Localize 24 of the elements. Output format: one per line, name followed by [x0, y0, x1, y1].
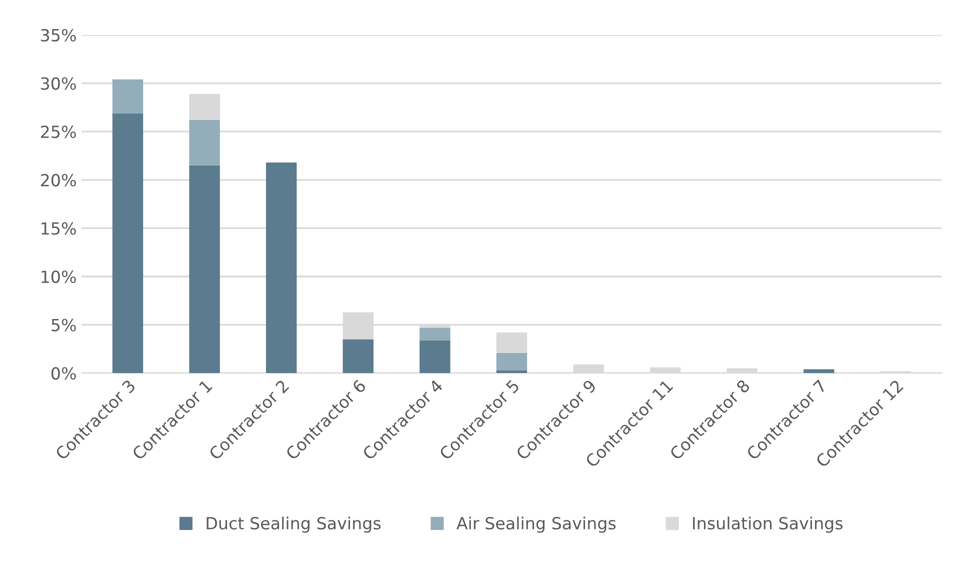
bar: [112, 79, 144, 114]
bar: [266, 162, 297, 374]
bar: [189, 120, 220, 166]
bar: [189, 165, 220, 374]
y-tick-label: 25%: [41, 126, 76, 138]
y-tick-label: 10%: [42, 270, 76, 284]
bar: [420, 328, 450, 340]
legend-label: Duct Sealing Savings: [206, 516, 381, 533]
bar: [496, 370, 528, 374]
y-tick-label: 35%: [41, 28, 76, 42]
bar: [189, 94, 220, 120]
bar: [804, 369, 834, 374]
bar: [342, 339, 374, 374]
y-tick-label: 0%: [51, 367, 76, 380]
bar: [496, 332, 528, 353]
y-tick-label: 30%: [41, 77, 76, 90]
bar: [420, 340, 450, 374]
legend-label: Insulation Savings: [693, 516, 843, 533]
y-tick-label: 5%: [52, 318, 76, 332]
bar: [496, 352, 528, 370]
bar: [112, 113, 144, 374]
y-tick-label: 20%: [41, 174, 76, 186]
y-tick-label: 15%: [42, 222, 76, 235]
legend-label: Air Sealing Savings: [456, 516, 616, 533]
